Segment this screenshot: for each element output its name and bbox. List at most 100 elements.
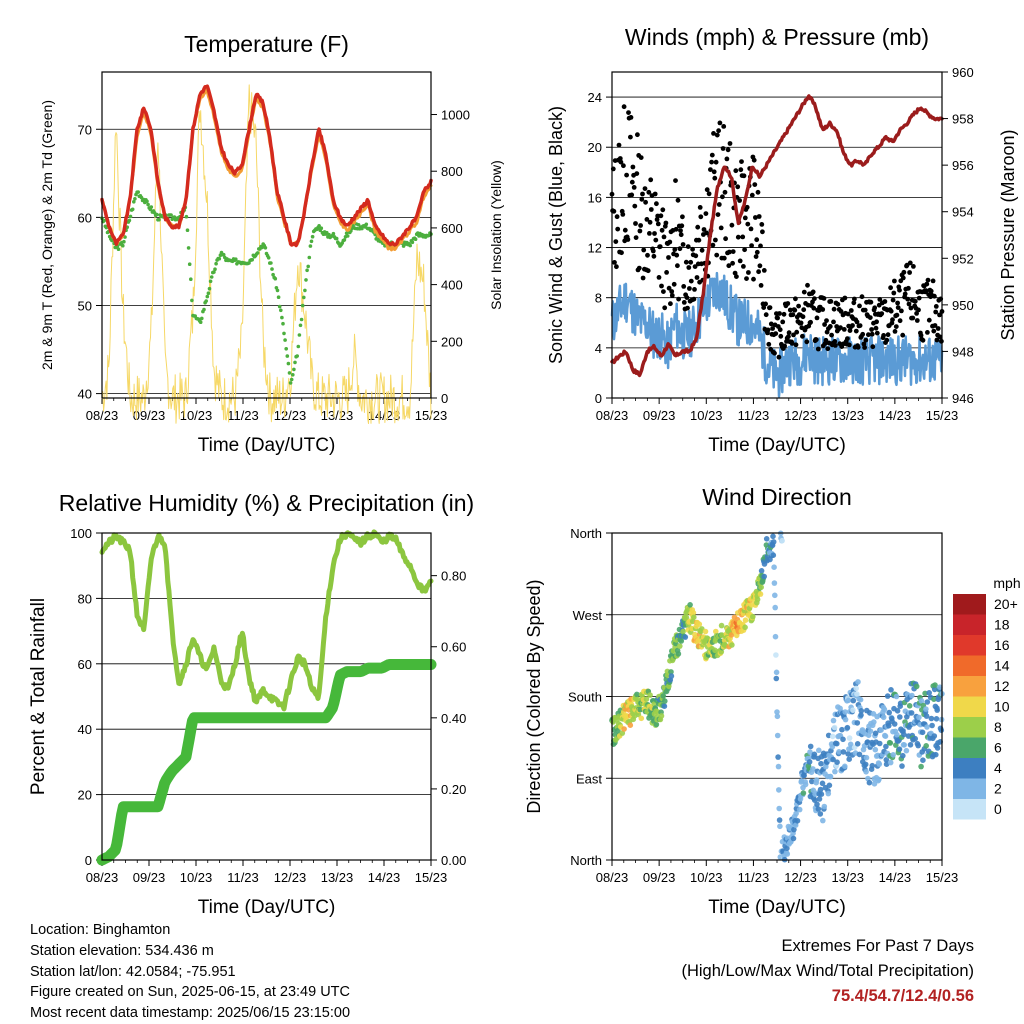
direction-point xyxy=(793,810,799,817)
gust-point xyxy=(873,325,879,331)
direction-point xyxy=(815,806,822,812)
gust-point xyxy=(680,242,686,247)
gust-point xyxy=(721,255,727,261)
gust-point xyxy=(745,221,751,227)
y-tick-label: 40 xyxy=(78,722,92,737)
direction-point xyxy=(918,698,925,704)
gust-point xyxy=(810,289,816,295)
gust-point xyxy=(777,327,783,333)
gust-point xyxy=(772,350,777,356)
y-tick-label: 70 xyxy=(78,122,92,137)
direction-point xyxy=(897,714,903,720)
gust-point xyxy=(801,289,807,295)
gust-point xyxy=(838,325,843,331)
direction-point xyxy=(662,698,668,704)
direction-point xyxy=(779,537,785,544)
gust-point xyxy=(692,264,698,269)
gust-point xyxy=(744,204,750,210)
direction-point xyxy=(923,713,930,719)
panel-title: Temperature (F) xyxy=(184,31,349,57)
direction-point xyxy=(791,826,797,833)
gust-point xyxy=(685,305,690,311)
y-axis-label: Sonic Wind & Gust (Blue, Black) xyxy=(546,106,566,364)
gust-point xyxy=(692,287,697,292)
dewpoint-point xyxy=(287,371,292,375)
legend-swatch xyxy=(953,778,986,799)
gust-point xyxy=(928,288,934,294)
gust-point xyxy=(741,264,746,269)
direction-point xyxy=(687,602,693,608)
y2-tick-label: 960 xyxy=(952,65,974,80)
gust-point xyxy=(713,237,718,243)
gust-point xyxy=(758,283,764,288)
dewpoint-point xyxy=(146,202,150,207)
dewpoint-point xyxy=(198,320,203,325)
gust-point xyxy=(691,296,697,302)
gust-point xyxy=(619,250,624,256)
dewpoint-point xyxy=(122,239,126,244)
gust-point xyxy=(739,159,744,165)
x-tick-label: 10/23 xyxy=(690,870,723,885)
gust-point xyxy=(657,244,663,250)
gust-point xyxy=(760,229,765,235)
y-tick-label: North xyxy=(570,853,602,868)
direction-point xyxy=(763,536,770,542)
direction-point xyxy=(883,743,889,750)
direction-point xyxy=(918,763,924,770)
y-tick-label: 20 xyxy=(78,788,92,803)
direction-point xyxy=(923,743,929,749)
direction-point xyxy=(866,779,873,786)
direction-point xyxy=(813,777,820,783)
x-tick-label: 11/23 xyxy=(738,870,770,885)
legend-swatch xyxy=(953,799,986,820)
legend-title: mph xyxy=(993,575,1020,591)
panel-4: 08/23 09/23 10/23 11/23 12/23 13/23 14/23 15/23… xyxy=(524,484,1021,918)
direction-point xyxy=(908,710,915,716)
dewpoint-point xyxy=(189,277,193,282)
dewpoint-point xyxy=(132,200,136,204)
gust-point xyxy=(934,337,940,343)
dewpoint-point xyxy=(206,291,211,296)
direction-point xyxy=(893,693,900,700)
gust-point xyxy=(757,263,763,269)
extremes-title: Extremes For Past 7 Days xyxy=(781,937,974,955)
x-tick-label: 12/23 xyxy=(784,870,817,885)
direction-point xyxy=(886,709,892,716)
direction-point xyxy=(800,790,807,796)
gust-point xyxy=(629,179,635,185)
dewpoint-point xyxy=(155,212,159,217)
gust-point xyxy=(708,167,713,173)
direction-point xyxy=(932,682,938,688)
direction-point xyxy=(845,697,852,704)
x-tick-label: 11/23 xyxy=(227,408,259,423)
gust-point xyxy=(759,222,765,227)
gust-point xyxy=(824,318,829,323)
gust-point xyxy=(672,247,678,252)
gust-point xyxy=(734,274,739,279)
direction-point xyxy=(937,684,943,690)
gust-point xyxy=(735,234,741,240)
direction-point xyxy=(784,845,790,852)
direction-point xyxy=(776,787,782,793)
dewpoint-point xyxy=(344,231,349,235)
direction-point xyxy=(718,622,725,629)
gust-point xyxy=(738,167,744,173)
gust-point xyxy=(675,263,680,269)
x-tick-label: 15/23 xyxy=(926,408,959,423)
panel-2: 0 4 8 12 16 20 24 08/23 09/23 10/23 11/23 12/23 13/2… xyxy=(546,24,1018,456)
gust-point xyxy=(725,147,731,153)
y2-tick-label: 0.40 xyxy=(441,711,466,726)
gust-point xyxy=(786,334,791,339)
gust-point xyxy=(766,341,772,347)
gust-point xyxy=(673,226,679,232)
gust-point xyxy=(933,309,939,315)
direction-point xyxy=(854,691,860,697)
direction-point xyxy=(758,584,764,590)
gust-point xyxy=(753,254,759,259)
dewpoint-point xyxy=(356,223,361,227)
gust-point xyxy=(642,186,648,192)
dewpoint-point xyxy=(269,261,273,265)
dewpoint-point xyxy=(281,321,285,326)
dewpoint-point xyxy=(306,264,311,269)
x-tick-label: 13/23 xyxy=(321,408,354,423)
